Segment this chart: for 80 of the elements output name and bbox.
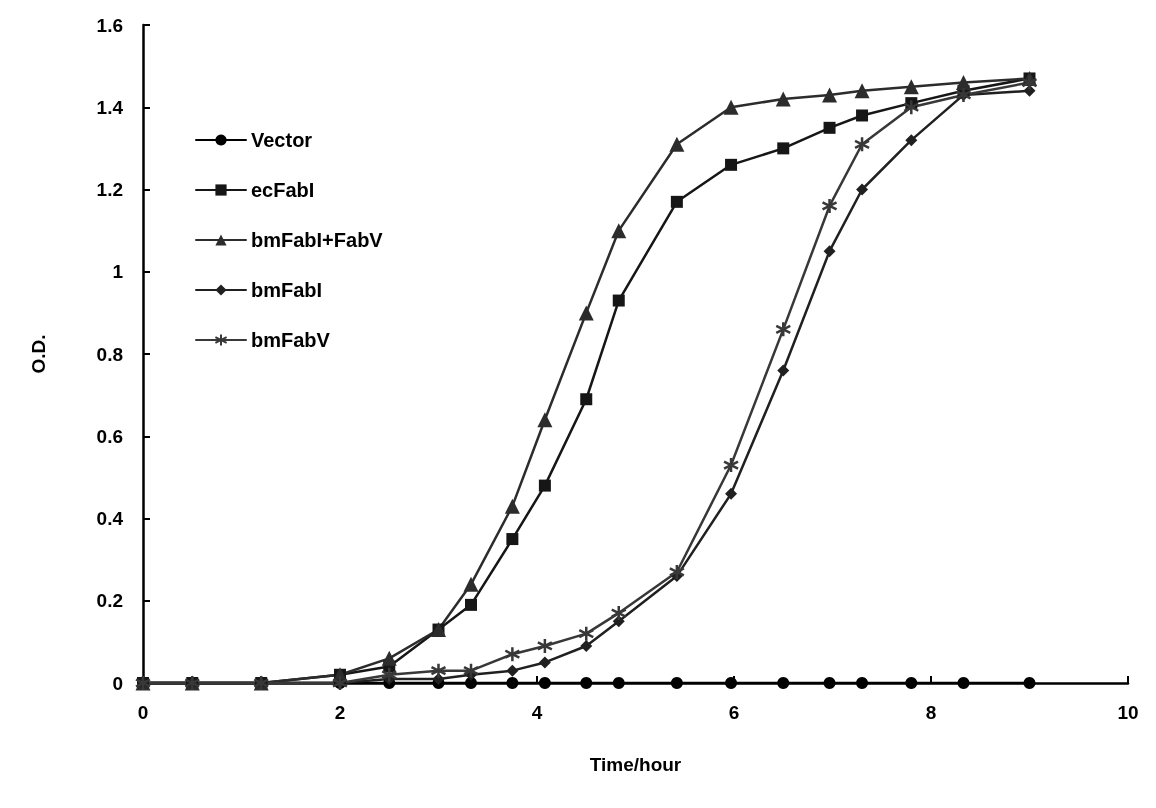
point [725, 487, 738, 500]
point [504, 498, 520, 514]
point [725, 677, 738, 689]
point [823, 245, 836, 258]
point [1023, 677, 1036, 689]
point [611, 223, 627, 239]
legend-label: bmFabV [251, 329, 331, 351]
point [463, 576, 479, 592]
point [465, 598, 478, 611]
point [580, 393, 593, 406]
point [670, 195, 683, 208]
point [723, 99, 739, 115]
point [822, 87, 838, 103]
point [856, 109, 869, 122]
point [612, 294, 625, 307]
point [856, 183, 869, 196]
point [777, 142, 790, 155]
point [903, 99, 920, 116]
legend-label: bmFabI [251, 279, 323, 301]
y-tick-label: 0.4 [96, 508, 124, 529]
x-axis-title: Time/hour [589, 754, 682, 775]
point [856, 677, 869, 689]
point [854, 83, 870, 99]
x-tick-label: 2 [334, 702, 346, 723]
y-tick-label: 0.2 [96, 590, 123, 612]
y-tick-label: 1.6 [96, 14, 123, 36]
point [580, 639, 593, 652]
point [669, 136, 685, 152]
point [537, 412, 553, 428]
point [775, 321, 792, 338]
point [578, 625, 595, 642]
x-tick-label: 6 [728, 702, 740, 723]
point [578, 305, 594, 321]
point [670, 677, 683, 689]
point [538, 656, 551, 669]
point [821, 197, 838, 215]
x-tick-label: 10 [1117, 702, 1139, 723]
point [538, 677, 551, 689]
point [668, 563, 686, 581]
point [610, 604, 628, 622]
point [504, 645, 521, 663]
point [462, 662, 480, 679]
point [777, 364, 790, 377]
point [465, 677, 478, 689]
point [853, 136, 871, 153]
point [612, 677, 625, 689]
point [777, 677, 790, 689]
point [506, 677, 519, 689]
point [722, 456, 740, 474]
x-tick-label: 0 [137, 702, 149, 723]
point [381, 666, 398, 684]
legend-label: Vector [251, 129, 313, 151]
point [956, 75, 972, 91]
point [725, 158, 738, 171]
point [775, 91, 791, 107]
point [823, 121, 836, 134]
legend-label: bmFabI+FabV [251, 229, 384, 251]
point [538, 479, 551, 492]
point [957, 677, 970, 689]
point [580, 677, 593, 689]
point [506, 664, 519, 677]
y-axis-title: O.D. [28, 334, 49, 374]
point [903, 79, 919, 95]
y-tick-label: 1.2 [96, 179, 123, 200]
point [536, 637, 554, 655]
point [905, 677, 918, 689]
x-tick-label: 4 [531, 702, 543, 723]
point [823, 677, 836, 689]
point [381, 650, 397, 666]
legend-label: ecFabI [251, 179, 315, 201]
point [1021, 74, 1038, 91]
y-tick-label: 0.8 [96, 343, 123, 365]
point [905, 134, 918, 147]
y-tick-label: 0 [112, 672, 123, 694]
point [506, 533, 519, 546]
x-tick-label: 8 [925, 702, 937, 723]
y-tick-label: 1.4 [96, 96, 124, 118]
point [430, 662, 447, 679]
y-tick-label: 0.6 [96, 425, 123, 447]
y-tick-label: 1 [112, 261, 124, 283]
